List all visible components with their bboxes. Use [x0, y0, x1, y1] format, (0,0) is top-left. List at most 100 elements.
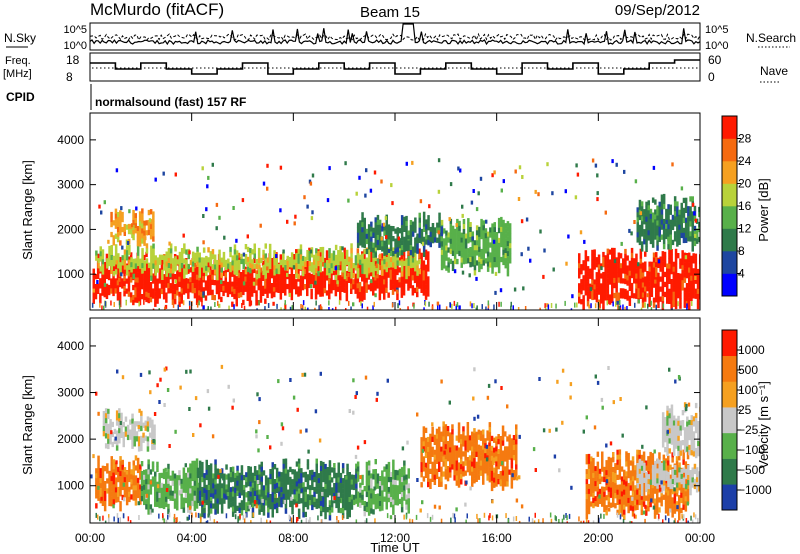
- heatmap-cell: [370, 483, 373, 489]
- heatmap-cell: [124, 416, 128, 422]
- heatmap-cell: [260, 506, 263, 512]
- heatmap-cell: [94, 274, 98, 280]
- heatmap-cell: [245, 492, 248, 498]
- heatmap-cell: [143, 260, 146, 266]
- heatmap-cell: [125, 270, 129, 276]
- heatmap-cell: [297, 291, 300, 297]
- heatmap-cell: [286, 219, 289, 224]
- heatmap-cell: [640, 231, 644, 237]
- heatmap-cell: [396, 232, 399, 238]
- heatmap-cell: [475, 307, 478, 310]
- heatmap-cell: [651, 212, 655, 218]
- heatmap-cell: [284, 468, 288, 474]
- heatmap-cell: [502, 234, 505, 241]
- heatmap-cell: [249, 268, 252, 274]
- heatmap-cell: [269, 504, 272, 510]
- heatmap-cell: [182, 497, 186, 503]
- heatmap-cell: [218, 259, 221, 265]
- heatmap-cell: [364, 193, 367, 198]
- heatmap-cell: [597, 279, 601, 285]
- heatmap-cell: [396, 500, 399, 506]
- heatmap-cell: [339, 280, 342, 286]
- heatmap-cell: [114, 477, 118, 483]
- heatmap-cell: [407, 280, 410, 286]
- heatmap-cell: [609, 457, 613, 463]
- heatmap-cell: [587, 498, 591, 505]
- heatmap-cell: [283, 308, 286, 310]
- heatmap-cell: [188, 250, 191, 255]
- heatmap-cell: [201, 506, 204, 513]
- heatmap-cell: [576, 302, 578, 308]
- heatmap-cell: [134, 258, 138, 264]
- heatmap-cell: [206, 290, 210, 296]
- heatmap-cell: [323, 272, 327, 279]
- heatmap-cell: [695, 233, 699, 239]
- heatmap-cell: [373, 301, 375, 307]
- heatmap-cell: [328, 268, 331, 274]
- heatmap-cell: [127, 256, 131, 262]
- heatmap-cell: [259, 223, 262, 228]
- heatmap-cell: [218, 303, 221, 308]
- heatmap-cell: [525, 217, 529, 222]
- heatmap-cell: [240, 470, 244, 476]
- heatmap-cell: [600, 293, 603, 299]
- heatmap-cell: [656, 215, 659, 221]
- heatmap-cell: [690, 260, 693, 266]
- heatmap-cell: [396, 227, 399, 233]
- heatmap-cell: [178, 490, 181, 496]
- heatmap-cell: [284, 300, 286, 306]
- heatmap-cell: [246, 256, 250, 263]
- heatmap-cell: [226, 291, 230, 298]
- heatmap-cell: [341, 252, 344, 258]
- heatmap-cell: [683, 277, 687, 283]
- heatmap-cell: [637, 283, 640, 289]
- heatmap-cell: [596, 451, 600, 457]
- heatmap-cell: [233, 288, 236, 295]
- heatmap-cell: [416, 233, 419, 239]
- heatmap-cell: [336, 276, 340, 282]
- heatmap-cell: [133, 426, 136, 432]
- heatmap-cell: [387, 257, 391, 263]
- heatmap-cell: [416, 265, 419, 271]
- heatmap-cell: [350, 263, 353, 269]
- heatmap-cell: [585, 469, 589, 475]
- heatmap-cell: [674, 268, 678, 275]
- heatmap-cell: [119, 230, 122, 236]
- heatmap-cell: [497, 247, 501, 254]
- heatmap-cell: [203, 493, 206, 499]
- heatmap-cell: [619, 278, 623, 284]
- heatmap-cell: [332, 269, 335, 276]
- heatmap-cell: [431, 233, 435, 239]
- heatmap-cell: [182, 507, 186, 513]
- heatmap-cell: [460, 444, 463, 450]
- heatmap-cell: [420, 233, 424, 240]
- heatmap-cell: [149, 287, 153, 293]
- heatmap-cell: [693, 240, 697, 247]
- heatmap-cell: [471, 236, 474, 241]
- heatmap-cell: [269, 474, 272, 480]
- heatmap-cell: [280, 492, 283, 498]
- heatmap-cell: [297, 493, 301, 499]
- heatmap-cell: [495, 456, 498, 462]
- heatmap-cell: [220, 503, 224, 509]
- heatmap-cell: [317, 274, 320, 280]
- heatmap-cell: [501, 435, 505, 441]
- heatmap-cell: [282, 488, 285, 495]
- heatmap-cell: [224, 277, 227, 283]
- heatmap-cell: [231, 476, 235, 482]
- heatmap-cell: [247, 491, 250, 497]
- heatmap-cell: [467, 238, 470, 244]
- heatmap-cell: [365, 506, 369, 513]
- heatmap-cell: [112, 489, 116, 495]
- heatmap-cell: [330, 477, 334, 483]
- heatmap-cell: [435, 443, 439, 449]
- heatmap-cell: [152, 248, 155, 254]
- heatmap-cell: [374, 227, 377, 233]
- heatmap-cell: [282, 458, 285, 465]
- heatmap-cell: [449, 437, 452, 443]
- heatmap-cell: [589, 288, 592, 294]
- heatmap-cell: [672, 296, 676, 302]
- heatmap-cell: [679, 293, 682, 299]
- heatmap-cell: [237, 267, 241, 274]
- heatmap-cell: [396, 242, 399, 248]
